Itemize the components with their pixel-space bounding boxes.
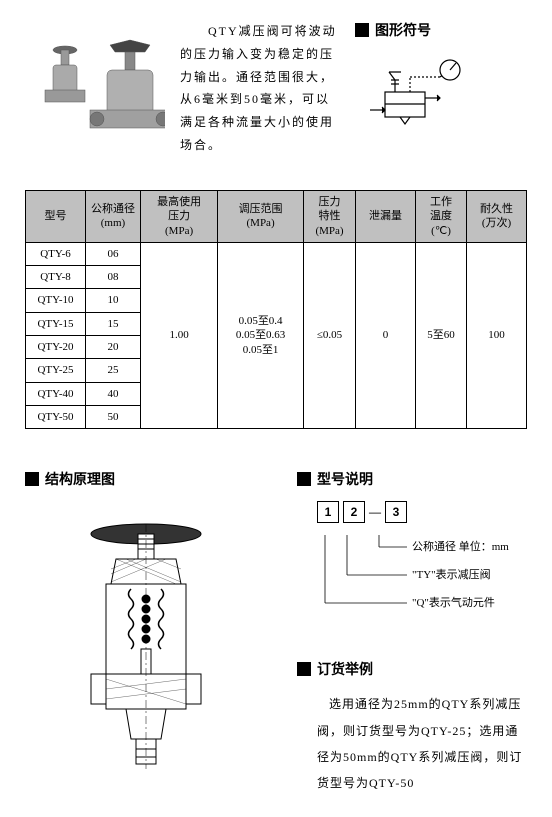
cell-model: QTY-15 (26, 312, 86, 335)
col-temp: 工作 温度 (℃) (415, 191, 466, 243)
structure-title: 结构原理图 (45, 469, 115, 489)
cell-model: QTY-50 (26, 405, 86, 428)
col-model: 型号 (26, 191, 86, 243)
col-leak: 泄漏量 (356, 191, 416, 243)
explain-2: "TY"表示减压阀 (412, 567, 491, 581)
model-title: 型号说明 (317, 469, 373, 489)
cell-size: 15 (86, 312, 141, 335)
bottom-section: 结构原理图 (25, 469, 527, 797)
header-square-icon (297, 472, 311, 486)
box-1: 1 (317, 501, 339, 523)
box-2: 2 (343, 501, 365, 523)
product-photo (25, 20, 165, 160)
col-range: 调压范围 (MPa) (218, 191, 304, 243)
order-section: 订货举例 选用通径为25mm的QTY系列减压阀，则订货型号为QTY-25；选用通… (297, 659, 527, 797)
cell-size: 06 (86, 242, 141, 265)
cell-size: 20 (86, 336, 141, 359)
explain-3: "Q"表示气动元件 (412, 595, 495, 609)
col-pressure: 最高使用 压力 (MPa) (141, 191, 218, 243)
symbol-diagram (365, 52, 485, 132)
top-section: QTY减压阀可将波动的压力输入变为稳定的压力输出。通径范围很大，从6毫米到50毫… (25, 20, 527, 160)
order-title: 订货举例 (317, 659, 373, 679)
cell-size: 10 (86, 289, 141, 312)
header-square-icon (355, 23, 369, 37)
cell-char: ≤0.05 (303, 242, 355, 428)
model-boxes: 1 2 — 3 (317, 501, 527, 523)
dash: — (369, 505, 381, 520)
explain-1: 公称通径 单位：mm (412, 539, 509, 553)
order-header: 订货举例 (297, 659, 527, 679)
table-row: QTY-6061.000.05至0.4 0.05至0.63 0.05至1≤0.0… (26, 242, 527, 265)
cell-size: 25 (86, 359, 141, 382)
header-square-icon (25, 472, 39, 486)
symbol-section: 图形符号 (355, 20, 525, 160)
box-3: 3 (385, 501, 407, 523)
cell-size: 08 (86, 266, 141, 289)
cell-range: 0.05至0.4 0.05至0.63 0.05至1 (218, 242, 304, 428)
table-header-row: 型号 公称通径 (mm) 最高使用 压力 (MPa) 调压范围 (MPa) 压力… (26, 191, 527, 243)
col-char: 压力 特性 (MPa) (303, 191, 355, 243)
cell-size: 40 (86, 382, 141, 405)
cell-pressure: 1.00 (141, 242, 218, 428)
structure-header: 结构原理图 (25, 469, 267, 489)
col-size: 公称通径 (mm) (86, 191, 141, 243)
cell-temp: 5至60 (415, 242, 466, 428)
cell-model: QTY-40 (26, 382, 86, 405)
model-explain-section: 型号说明 1 2 — 3 公称通径 单位：mm "TY"表示减压阀 "Q"表示气… (297, 469, 527, 629)
spec-table: 型号 公称通径 (mm) 最高使用 压力 (MPa) 调压范围 (MPa) 压力… (25, 190, 527, 429)
cell-size: 50 (86, 405, 141, 428)
cell-model: QTY-8 (26, 266, 86, 289)
order-text: 选用通径为25mm的QTY系列减压阀，则订货型号为QTY-25；选用通径为50m… (297, 691, 527, 797)
cell-model: QTY-20 (26, 336, 86, 359)
symbol-title: 图形符号 (375, 20, 431, 40)
structure-diagram (46, 509, 246, 789)
col-dur: 耐久性 (万次) (467, 191, 527, 243)
header-square-icon (297, 662, 311, 676)
cell-model: QTY-6 (26, 242, 86, 265)
cell-leak: 0 (356, 242, 416, 428)
cell-model: QTY-10 (26, 289, 86, 312)
right-bottom-section: 型号说明 1 2 — 3 公称通径 单位：mm "TY"表示减压阀 "Q"表示气… (297, 469, 527, 797)
model-header: 型号说明 (297, 469, 527, 489)
explain-lines-diagram: 公称通径 单位：mm "TY"表示减压阀 "Q"表示气动元件 (317, 535, 537, 625)
symbol-header: 图形符号 (355, 20, 525, 40)
cell-model: QTY-25 (26, 359, 86, 382)
description-text: QTY减压阀可将波动的压力输入变为稳定的压力输出。通径范围很大，从6毫米到50毫… (180, 20, 340, 160)
cell-dur: 100 (467, 242, 527, 428)
structure-section: 结构原理图 (25, 469, 267, 797)
